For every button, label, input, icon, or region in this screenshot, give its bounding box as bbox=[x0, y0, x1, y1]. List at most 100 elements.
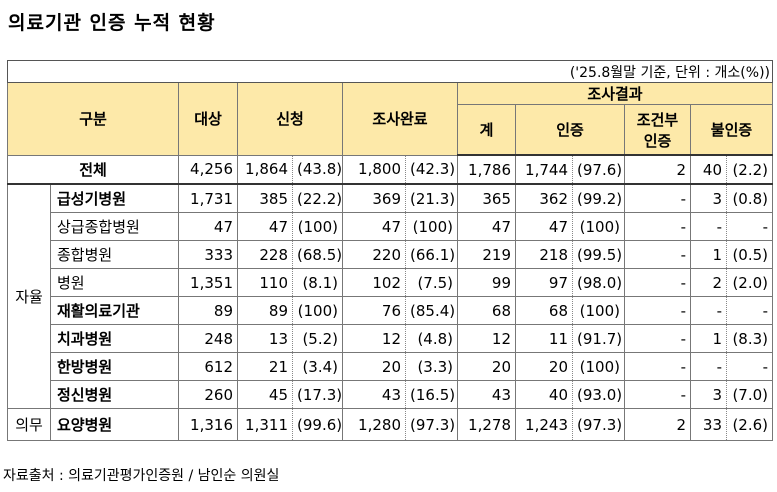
cell: - bbox=[624, 324, 691, 353]
cell: (68.5) bbox=[292, 240, 343, 269]
cell: (100) bbox=[572, 212, 625, 241]
cell: 362 bbox=[515, 183, 573, 213]
cell: 33 bbox=[690, 408, 727, 441]
cell: 3 bbox=[690, 380, 727, 409]
cell: 급성기병원 bbox=[50, 183, 179, 213]
cell: (42.3) bbox=[405, 154, 458, 185]
cell: 1,316 bbox=[178, 408, 238, 441]
cell: (22.2) bbox=[292, 183, 343, 213]
cell: (100) bbox=[405, 212, 458, 241]
cell: (93.0) bbox=[572, 380, 625, 409]
cell: (4.8) bbox=[405, 324, 458, 353]
cell: - bbox=[726, 212, 773, 241]
cell: 228 bbox=[237, 240, 293, 269]
table-body: ('25.8월말 기준, 단위 : 개소(%)) 구분 대상 신청 조사완료 조… bbox=[7, 60, 773, 441]
header: 신청 bbox=[237, 82, 343, 156]
cell: 4,256 bbox=[178, 154, 238, 185]
cell: - bbox=[624, 296, 691, 325]
cell: 1,351 bbox=[178, 268, 238, 297]
cell: 1,243 bbox=[515, 408, 573, 441]
header: 구분 bbox=[7, 82, 179, 156]
header: 조사결과 bbox=[457, 82, 773, 105]
cell: (66.1) bbox=[405, 240, 458, 269]
cell: 47 bbox=[237, 212, 293, 241]
cell: 2 bbox=[624, 408, 691, 441]
cell: (100) bbox=[292, 212, 343, 241]
cell: 97 bbox=[515, 268, 573, 297]
cell: 385 bbox=[237, 183, 293, 213]
cell: 68 bbox=[457, 296, 516, 325]
cell: 248 bbox=[178, 324, 238, 353]
cell: - bbox=[624, 352, 691, 381]
cell: 전체 bbox=[7, 154, 179, 185]
cell: 68 bbox=[515, 296, 573, 325]
cell: (91.7) bbox=[572, 324, 625, 353]
cell: 상급종합병원 bbox=[50, 212, 179, 241]
cell: 43 bbox=[342, 380, 406, 409]
cell: (8.3) bbox=[726, 324, 773, 353]
cell: - bbox=[690, 352, 727, 381]
cell: 220 bbox=[342, 240, 406, 269]
cell: 21 bbox=[237, 352, 293, 381]
cell: 1,864 bbox=[237, 154, 293, 185]
cell: 89 bbox=[237, 296, 293, 325]
cell: 11 bbox=[515, 324, 573, 353]
title: 의료기관 인증 누적 현황 bbox=[8, 12, 216, 34]
cell: - bbox=[624, 183, 691, 213]
cell: 12 bbox=[457, 324, 516, 353]
cell: 2 bbox=[624, 154, 691, 185]
cell: - bbox=[624, 380, 691, 409]
cell: 3 bbox=[690, 183, 727, 213]
header: 인증 bbox=[515, 104, 625, 156]
cell: (2.6) bbox=[726, 408, 773, 441]
cell: 정신병원 bbox=[50, 380, 179, 409]
cell: 20 bbox=[457, 352, 516, 381]
cell: 재활의료기관 bbox=[50, 296, 179, 325]
cell: (7.0) bbox=[726, 380, 773, 409]
cell: 369 bbox=[342, 183, 406, 213]
cell: 1 bbox=[690, 324, 727, 353]
cell: 1,731 bbox=[178, 183, 238, 213]
cell: - bbox=[624, 268, 691, 297]
cell: (43.8) bbox=[292, 154, 343, 185]
cell: 20 bbox=[342, 352, 406, 381]
cell: (85.4) bbox=[405, 296, 458, 325]
cell: (0.8) bbox=[726, 183, 773, 213]
cell: 102 bbox=[342, 268, 406, 297]
cell: 1,786 bbox=[457, 154, 516, 185]
header: 대상 bbox=[178, 82, 238, 156]
cell: 1,280 bbox=[342, 408, 406, 441]
cell: 89 bbox=[178, 296, 238, 325]
cell: - bbox=[690, 296, 727, 325]
cell: 2 bbox=[690, 268, 727, 297]
cell: (0.5) bbox=[726, 240, 773, 269]
cell: 13 bbox=[237, 324, 293, 353]
cell: 병원 bbox=[50, 268, 179, 297]
header: 조사완료 bbox=[342, 82, 458, 156]
cell: (99.2) bbox=[572, 183, 625, 213]
table: ('25.8월말 기준, 단위 : 개소(%)) 구분 대상 신청 조사완료 조… bbox=[7, 60, 773, 441]
cell: 12 bbox=[342, 324, 406, 353]
cell: 종합병원 bbox=[50, 240, 179, 269]
header: 계 bbox=[457, 104, 516, 156]
cell: 20 bbox=[515, 352, 573, 381]
source: 자료출처 : 의료기관평가인증원 / 남인순 의원실 bbox=[3, 468, 280, 484]
cell: 치과병원 bbox=[50, 324, 179, 353]
cell: (2.2) bbox=[726, 154, 773, 185]
cell: - bbox=[624, 212, 691, 241]
cell: (99.6) bbox=[292, 408, 343, 441]
cell: 260 bbox=[178, 380, 238, 409]
cell: (2.0) bbox=[726, 268, 773, 297]
cell: 47 bbox=[178, 212, 238, 241]
cell: 333 bbox=[178, 240, 238, 269]
cell: 40 bbox=[515, 380, 573, 409]
cell: 76 bbox=[342, 296, 406, 325]
cell: 요양병원 bbox=[50, 408, 179, 441]
cell: (21.3) bbox=[405, 183, 458, 213]
cell: (97.3) bbox=[572, 408, 625, 441]
cell: 자율 bbox=[7, 183, 51, 409]
cell: 47 bbox=[457, 212, 516, 241]
cell: 한방병원 bbox=[50, 352, 179, 381]
cell: - bbox=[726, 296, 773, 325]
